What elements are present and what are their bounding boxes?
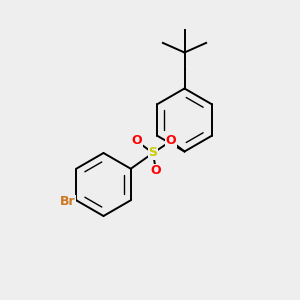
Text: O: O [151,164,161,178]
Text: Br: Br [59,195,75,208]
Text: O: O [166,134,176,148]
Text: S: S [148,146,158,160]
Text: O: O [131,134,142,148]
